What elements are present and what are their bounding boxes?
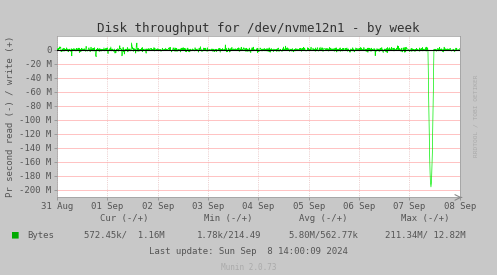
Y-axis label: Pr second read (-) / write (+): Pr second read (-) / write (+) xyxy=(6,35,15,197)
Text: RRDTOOL / TOBI OETIKER: RRDTOOL / TOBI OETIKER xyxy=(473,75,479,157)
Text: Munin 2.0.73: Munin 2.0.73 xyxy=(221,263,276,271)
Text: 211.34M/ 12.82M: 211.34M/ 12.82M xyxy=(385,231,465,240)
Text: 1.78k/214.49: 1.78k/214.49 xyxy=(196,231,261,240)
Text: Max (-/+): Max (-/+) xyxy=(401,214,449,223)
Text: 5.80M/562.77k: 5.80M/562.77k xyxy=(288,231,358,240)
Title: Disk throughput for /dev/nvme12n1 - by week: Disk throughput for /dev/nvme12n1 - by w… xyxy=(97,21,419,35)
Text: Min (-/+): Min (-/+) xyxy=(204,214,253,223)
Text: ■: ■ xyxy=(12,230,19,240)
Text: Avg (-/+): Avg (-/+) xyxy=(299,214,347,223)
Text: Cur (-/+): Cur (-/+) xyxy=(100,214,149,223)
Text: 572.45k/  1.16M: 572.45k/ 1.16M xyxy=(84,231,165,240)
Text: Bytes: Bytes xyxy=(27,231,54,240)
Text: Last update: Sun Sep  8 14:00:09 2024: Last update: Sun Sep 8 14:00:09 2024 xyxy=(149,248,348,256)
